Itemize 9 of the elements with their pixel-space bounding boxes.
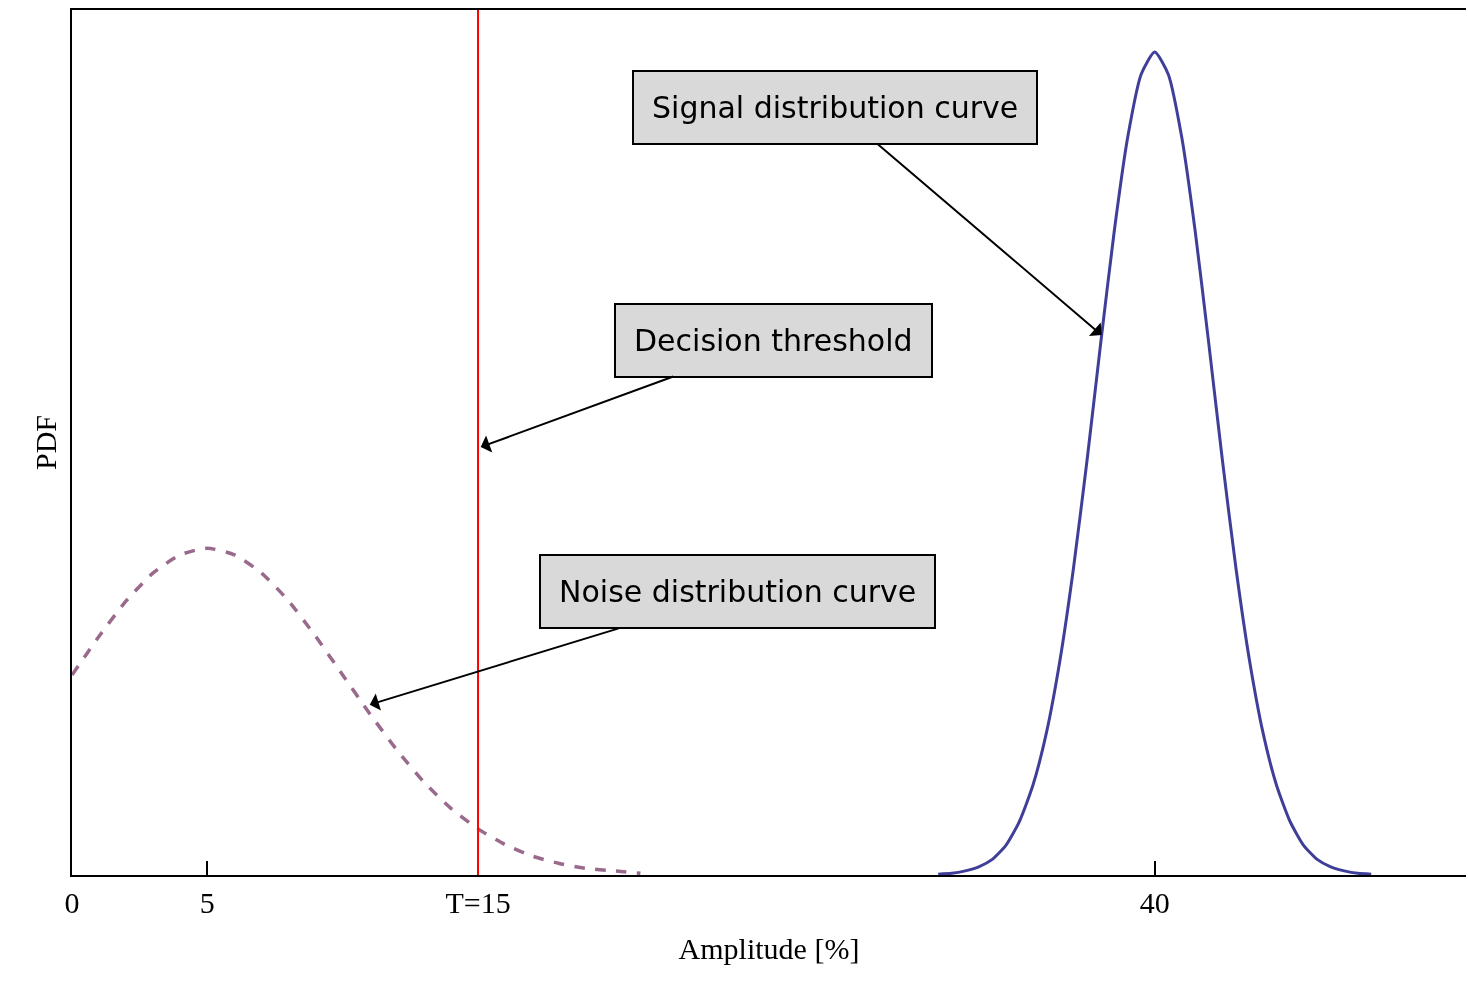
x-axis-title: Amplitude [%] (678, 932, 860, 965)
x-tick-label: 40 (1139, 886, 1170, 919)
annotation: Signal distribution curve (652, 90, 1019, 125)
x-tick-label: T=15 (445, 886, 511, 919)
annotation: Decision threshold (634, 323, 913, 358)
y-axis-title: PDF (28, 414, 62, 471)
x-tick-label: 5 (199, 886, 215, 919)
annotation: Noise distribution curve (559, 574, 917, 609)
x-tick-label: 0 (64, 886, 80, 919)
